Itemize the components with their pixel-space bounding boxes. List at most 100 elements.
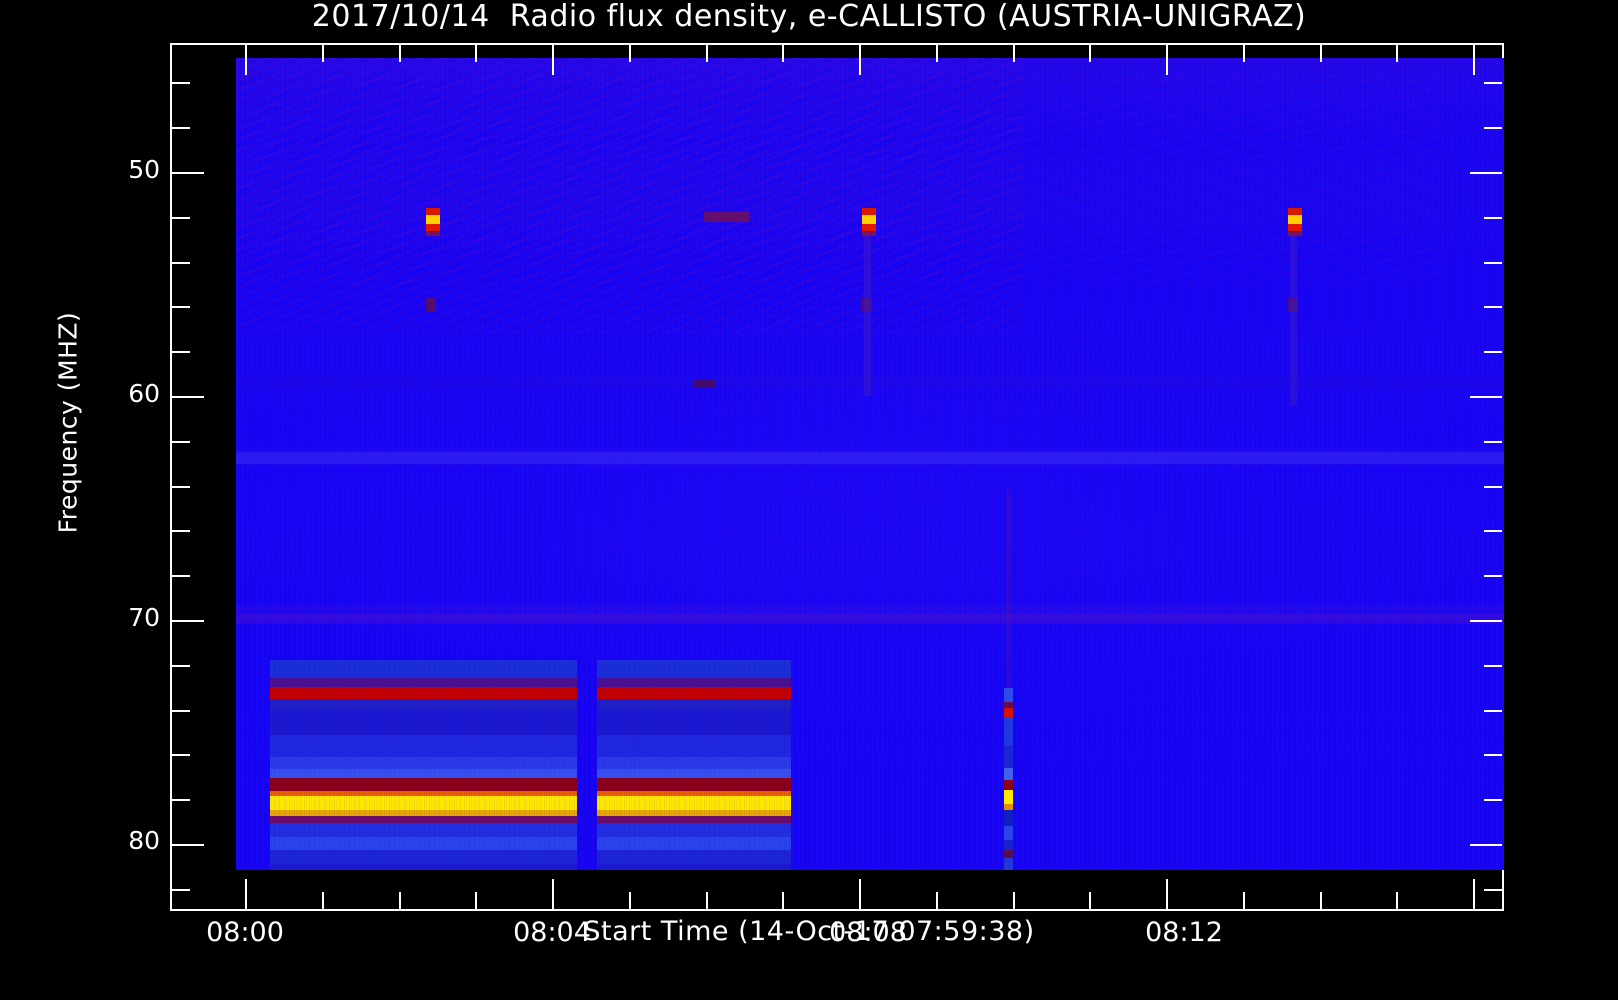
rfi-band [597, 709, 791, 735]
rfi-striping [270, 660, 791, 870]
tick-mark [322, 45, 324, 62]
tick-mark [172, 441, 190, 443]
rfi-band [270, 687, 577, 699]
tick-mark [172, 844, 204, 846]
vburst-seg [1004, 708, 1013, 718]
burst-core [426, 224, 440, 231]
tick-mark [1484, 127, 1502, 129]
y-tick-label: 60 [128, 379, 160, 408]
rfi-band [597, 850, 791, 864]
tick-mark [629, 892, 631, 909]
vburst-seg [1004, 804, 1013, 810]
vertical-burst-faint-upper [1006, 490, 1011, 688]
rfi-band [597, 796, 791, 810]
faint-band-70mhz [236, 614, 1504, 624]
tick-mark [172, 217, 190, 219]
x-tick-label: 08:00 [206, 917, 284, 948]
x-axis-label: Start Time (14-Oct-17 07:59:38) [583, 916, 1035, 947]
tick-mark [1473, 45, 1475, 75]
interference-fringes [236, 58, 1023, 335]
tick-mark [1166, 45, 1168, 75]
rfi-band [597, 757, 791, 769]
burst-core [426, 208, 440, 215]
tick-mark [172, 172, 204, 174]
tick-mark [475, 45, 477, 62]
burst-core [426, 231, 440, 236]
burst-core [862, 224, 876, 231]
tick-mark [706, 45, 708, 62]
rfi-band [597, 823, 791, 837]
interference-fringes-wide [236, 74, 1441, 286]
tick-mark [172, 754, 190, 756]
vburst-seg [1004, 840, 1013, 850]
rfi-band [270, 791, 577, 796]
tick-mark [172, 351, 190, 353]
tick-mark [1484, 575, 1502, 577]
burst-core [862, 215, 876, 224]
tick-mark [172, 575, 190, 577]
tick-mark [1484, 754, 1502, 756]
tick-mark [1484, 710, 1502, 712]
burst-core [1288, 208, 1302, 215]
burst-core [862, 231, 876, 236]
rfi-band [270, 864, 577, 870]
tick-mark [172, 262, 190, 264]
rfi-band [270, 837, 577, 850]
tick-mark [1484, 351, 1502, 353]
rfi-band [270, 709, 577, 735]
rfi-band [270, 769, 577, 778]
rfi-band [597, 678, 791, 687]
x-tick-label: 08:08 [829, 917, 907, 948]
burst-spot-3-trail [1290, 236, 1297, 406]
rfi-band [270, 796, 577, 810]
tick-mark [245, 879, 247, 909]
rfi-band [270, 850, 577, 864]
burst-spot-2 [862, 208, 876, 236]
tick-mark [1320, 892, 1322, 909]
tick-mark [399, 45, 401, 62]
tick-mark [1013, 892, 1015, 909]
x-tick-label: 08:12 [1145, 917, 1223, 948]
rfi-band [270, 678, 577, 687]
tick-mark [552, 45, 554, 75]
vburst-seg [1004, 826, 1013, 840]
tick-mark [1396, 892, 1398, 909]
tick-mark [475, 892, 477, 909]
y-axis-label: Frequency (MHZ) [53, 311, 83, 534]
vburst-seg [1004, 780, 1013, 790]
tick-mark [1484, 530, 1502, 532]
rfi-block-lower-left [270, 660, 791, 870]
y-tick-label: 80 [128, 826, 160, 855]
tick-mark [245, 45, 247, 75]
spectrogram-data-area [236, 58, 1504, 870]
vertical-burst [1004, 688, 1013, 870]
vburst-seg [1004, 858, 1013, 870]
vburst-seg [1004, 702, 1013, 708]
rfi-band [597, 816, 791, 823]
rfi-band [270, 757, 577, 769]
burst-spot-3 [1288, 208, 1302, 236]
tick-mark [1484, 262, 1502, 264]
tick-mark [172, 665, 190, 667]
tick-mark [172, 530, 190, 532]
rfi-band [597, 837, 791, 850]
figure-title: 2017/10/14 Radio flux density, e-CALLIST… [311, 0, 1307, 34]
tick-mark [1484, 486, 1502, 488]
rfi-band [597, 864, 791, 870]
burst-core [1288, 224, 1302, 231]
tick-mark [1470, 172, 1502, 174]
burst-core [426, 215, 440, 224]
tick-mark [1396, 45, 1398, 62]
tick-mark [1166, 879, 1168, 909]
tick-mark [1484, 665, 1502, 667]
rfi-band [597, 769, 791, 778]
y-tick-label: 70 [128, 603, 160, 632]
burst-streak [704, 212, 750, 222]
burst-spot-1-tail [426, 298, 436, 312]
vburst-seg [1004, 688, 1013, 702]
tick-mark [172, 306, 190, 308]
vburst-seg [1004, 718, 1013, 746]
tick-mark [1484, 306, 1502, 308]
tick-mark [172, 799, 190, 801]
